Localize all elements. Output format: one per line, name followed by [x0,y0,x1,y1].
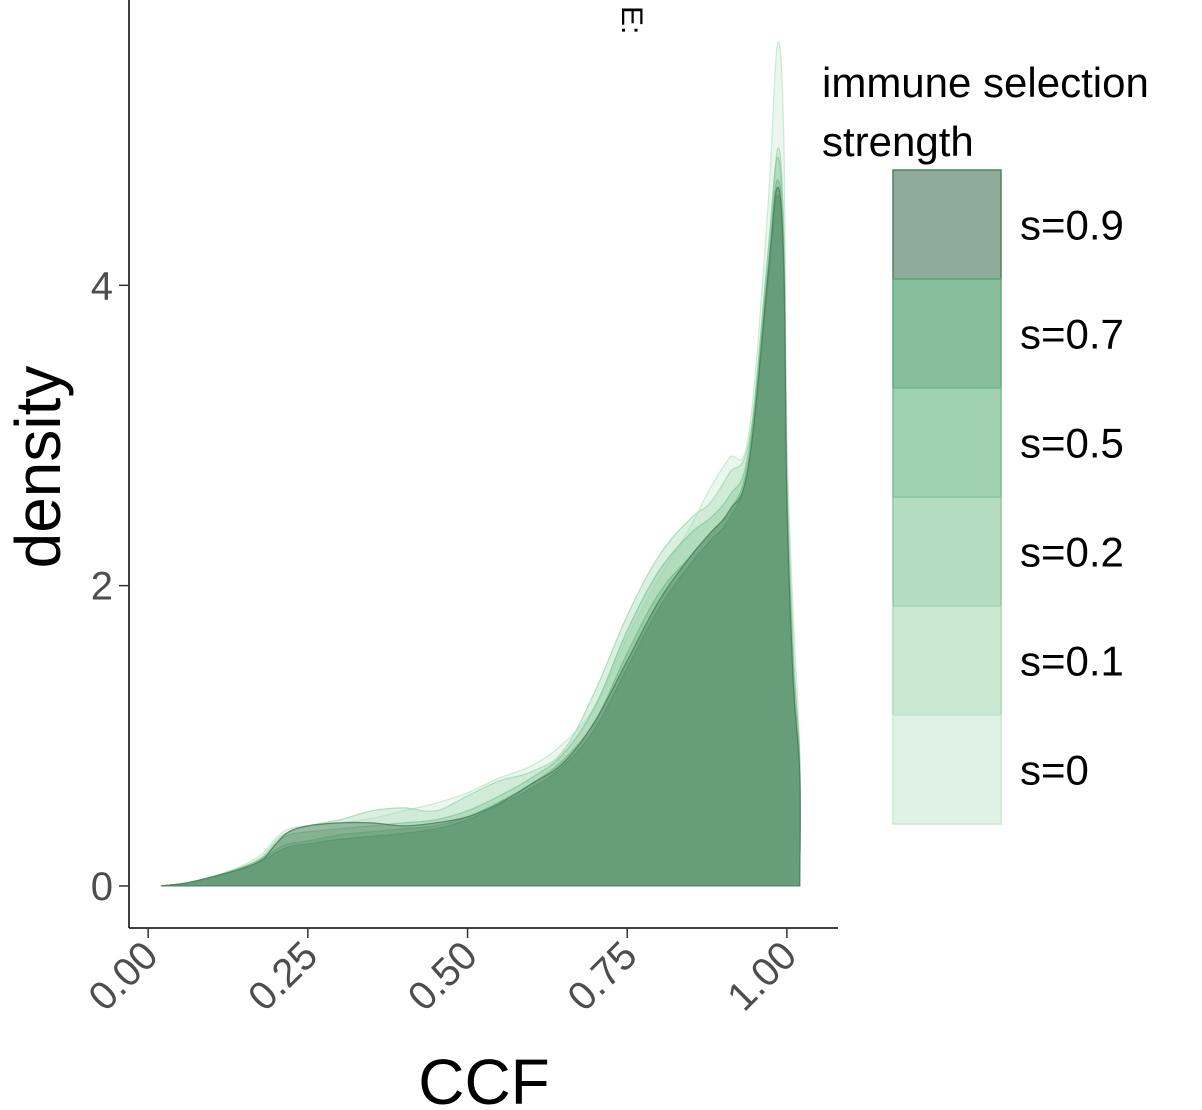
x-tick-label: 0.25 [240,933,326,1019]
legend-key-swatch [892,387,1002,498]
legend-key-swatch [892,278,1002,389]
legend-key-label: s=0.2 [1020,529,1124,576]
x-tick-label: 0.75 [559,933,645,1019]
legend-key-swatch [892,496,1002,607]
x-tick-label: 0.50 [400,933,486,1019]
legend-title-line-2: strength [822,118,974,165]
x-axis-title: CCF [418,1046,550,1110]
y-tick-label: 4 [91,264,113,308]
legend-key-swatch [892,605,1002,716]
legend-key-label: s=0.9 [1020,202,1124,249]
density-areas [160,41,801,887]
legend-key-swatch [892,169,1002,280]
legend: immune selection strength s=0.9s=0.7s=0.… [822,59,1149,825]
y-ticks: 0 2 4 [91,264,129,909]
x-tick-label: 1.00 [719,933,805,1019]
legend-key-label: s=0.5 [1020,420,1124,467]
y-tick-label: 0 [91,865,113,909]
x-tick-label: 0.00 [80,933,166,1019]
y-tick-label: 2 [91,565,113,609]
legend-key-label: s=0.7 [1020,311,1124,358]
density-area-s-0-9 [160,187,801,887]
legend-title-line-1: immune selection [822,59,1149,106]
legend-keys: s=0.9 s=0.7 s=0.5 s=0.2 s=0.1 s=0 [892,169,1124,825]
x-ticks: 0.00 0.25 0.50 0.75 1.00 [80,928,805,1019]
legend-key-label: s=0.1 [1020,638,1124,685]
chart-title-fragment: E: [615,6,648,34]
legend-key-swatch [892,714,1002,825]
y-axis-title: density [2,366,74,569]
legend-key-label: s=0 [1020,747,1089,794]
